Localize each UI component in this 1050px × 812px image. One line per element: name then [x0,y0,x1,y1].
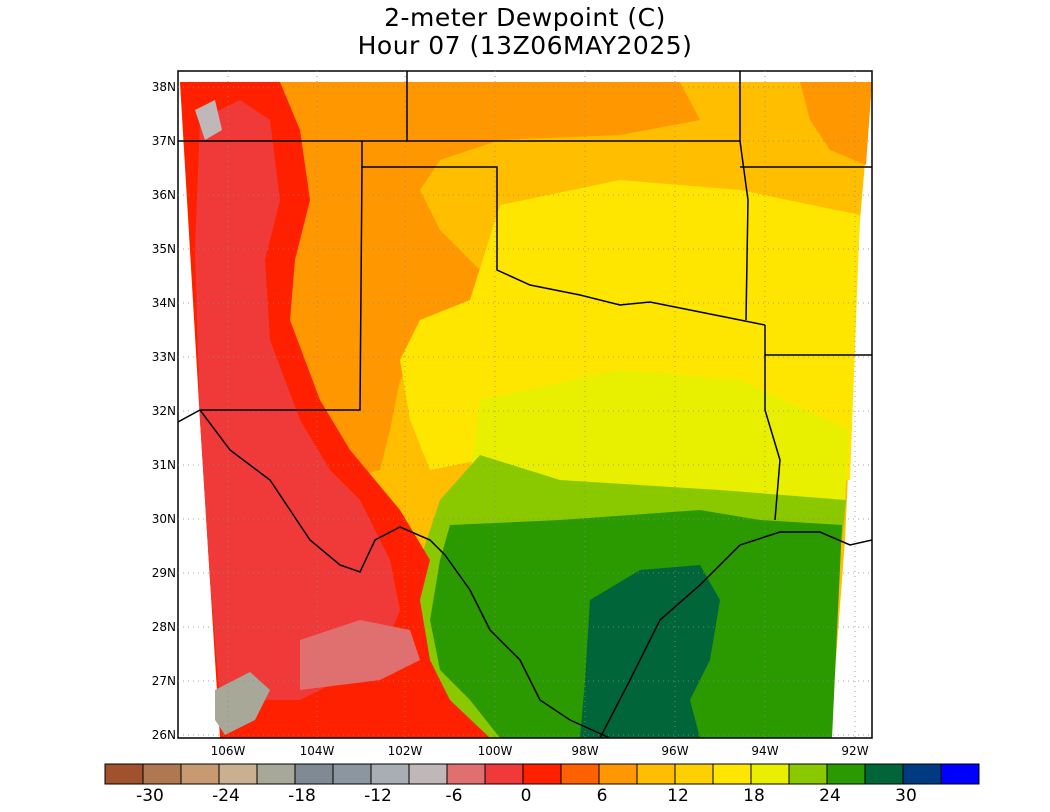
field-yellow-green-band [470,370,848,505]
colorbar-swatch [636,763,676,785]
chart-subtitle: Hour 07 (13Z06MAY2025) [357,31,693,60]
colorbar-label-0: 0 [520,786,532,806]
lon-label-106w: 106W [210,744,246,758]
colorbar-swatch [256,763,296,785]
colorbar-swatch [560,763,600,785]
colorbar-swatch [712,763,752,785]
lat-label-32n: 32N [151,404,176,418]
field-gray-patch [215,672,270,735]
colorbar-swatch [902,763,942,785]
lat-label-38n: 38N [151,80,176,94]
lat-label-33n: 33N [151,350,176,364]
colorbar-swatch [826,763,866,785]
lat-label-29n: 29N [151,566,176,580]
colorbar-swatch [408,763,448,785]
lat-label-36n: 36N [151,188,176,202]
colorbar-swatch [332,763,372,785]
colorbar-swatch [750,763,790,785]
colorbar-label-30: 30 [895,786,917,806]
dewpoint-field [180,82,872,738]
colorbar-label-24: 24 [819,786,841,806]
colorbar-swatch [522,763,562,785]
field-pink-patch [300,620,420,690]
colorbar-swatch [674,763,714,785]
colorbar-swatch [788,763,828,785]
colorbar-label-12: 12 [667,786,689,806]
lat-label-34n: 34N [151,296,176,310]
colorbar-swatch [940,763,980,785]
colorbar-label-18: 18 [743,786,765,806]
colorbar-label-neg12: -12 [364,786,392,806]
field-gray-patch-n [195,100,222,140]
lon-label-92w: 92W [841,744,869,758]
field-dark-green-band [580,565,720,738]
lat-label-27n: 27N [151,674,176,688]
colorbar [104,763,980,785]
colorbar-swatch [218,763,258,785]
lat-label-35n: 35N [151,242,176,256]
colorbar-label-neg18: -18 [288,786,316,806]
colorbar-swatch [446,763,486,785]
lat-label-28n: 28N [151,620,176,634]
lat-label-26n: 26N [151,728,176,742]
lon-label-94w: 94W [751,744,779,758]
lon-label-98w: 98W [571,744,599,758]
colorbar-swatch [142,763,182,785]
colorbar-swatch [294,763,334,785]
plot-frame [177,70,873,739]
colorbar-swatch [180,763,220,785]
colorbar-swatch [598,763,638,785]
graticule [178,71,872,738]
field-orange-patch-ne [800,82,872,165]
colorbar-label-neg30: -30 [136,786,164,806]
field-dark-red-band [195,100,400,700]
colorbar-swatch [484,763,524,785]
state-borders [178,71,872,738]
lon-label-96w: 96W [661,744,689,758]
colorbar-swatch [864,763,904,785]
colorbar-swatch [104,763,144,785]
lon-label-100w: 100W [477,744,513,758]
colorbar-label-6: 6 [596,786,608,806]
lon-label-102w: 102W [387,744,423,758]
colorbar-label-neg24: -24 [212,786,240,806]
lat-label-31n: 31N [151,458,176,472]
lon-label-104w: 104W [299,744,335,758]
lat-label-30n: 30N [151,512,176,526]
chart-title: 2-meter Dewpoint (C) [384,3,666,32]
colorbar-label-neg6: -6 [445,786,463,806]
lat-label-37n: 37N [151,134,176,148]
colorbar-swatch [370,763,410,785]
